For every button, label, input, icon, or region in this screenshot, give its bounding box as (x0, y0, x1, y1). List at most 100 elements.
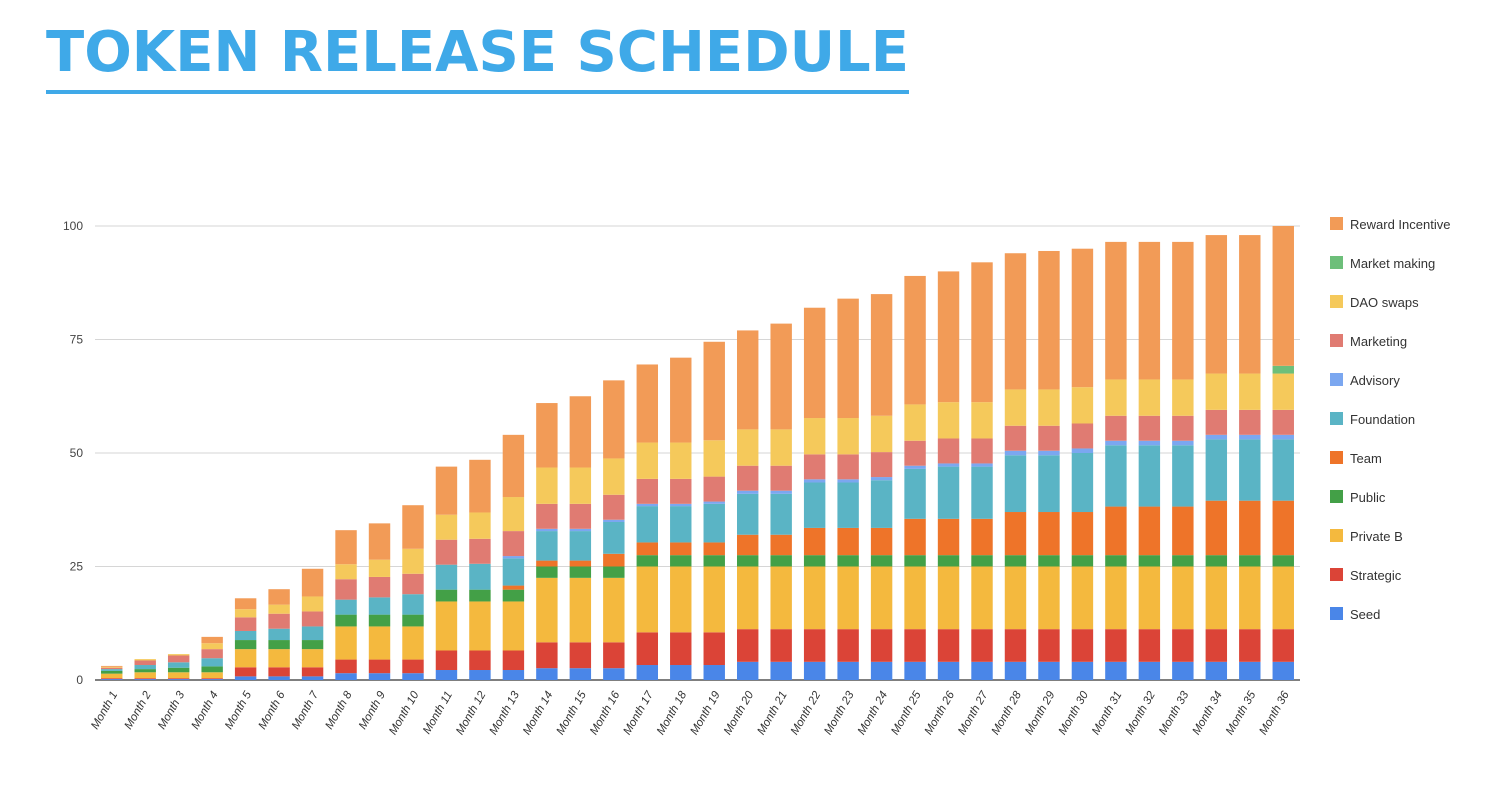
bar-segment-reward-incentive (502, 434, 525, 498)
bar-segment-strategic (402, 659, 424, 674)
x-tick-label: Month 29 (1023, 689, 1058, 737)
bar-segment-marketing (703, 476, 725, 502)
bar-segment-reward-incentive (301, 568, 324, 597)
bar-segment-team (736, 534, 759, 556)
bar-segment-marketing (167, 655, 190, 663)
bar-segment-team (603, 553, 625, 567)
bar-segment-marketing (201, 649, 223, 659)
legend-label: Strategic (1350, 568, 1402, 583)
bar-segment-marketing (770, 465, 792, 491)
bar-segment-private-b (736, 566, 759, 630)
bar-segment-reward-incentive (736, 330, 759, 430)
bar-segment-foundation (736, 493, 759, 535)
bar-segment-seed (234, 676, 257, 680)
bar-segment-public (1071, 555, 1094, 567)
bar-segment-foundation (603, 522, 625, 554)
x-tick-label: Month 22 (789, 689, 824, 737)
bar-segment-team (770, 534, 792, 556)
bar-segment-strategic (670, 632, 692, 666)
bar-segment-strategic (268, 667, 290, 677)
bar-segment-public (837, 555, 859, 567)
bar-segment-public (201, 666, 223, 673)
bar-segment-team (837, 527, 859, 556)
bar-segment-foundation (268, 628, 290, 641)
bar-segment-private-b (167, 672, 190, 679)
bar-segment-seed (268, 676, 290, 680)
bar-segment-marketing (502, 531, 525, 557)
bar-segment-dao-swaps (234, 609, 257, 618)
bar-segment-marketing (569, 503, 592, 529)
bar-segment-team (502, 585, 525, 590)
bar-segment-team (1138, 506, 1161, 556)
bar-segment-seed (1172, 661, 1194, 680)
bar-segment-marketing (368, 576, 391, 598)
x-tick-label: Month 3 (156, 689, 187, 732)
legend-label: DAO swaps (1350, 295, 1419, 310)
bar-segment-private-b (636, 566, 659, 633)
x-tick-label: Month 19 (688, 689, 723, 737)
bar-segment-foundation (904, 468, 926, 519)
bar-segment-dao-swaps (1272, 373, 1294, 410)
bar-segment-public (870, 555, 893, 567)
bar-segment-foundation (770, 493, 792, 535)
bar-segment-marketing (670, 478, 692, 504)
bar-segment-strategic (1105, 629, 1127, 662)
bar-segment-private-b (1105, 566, 1127, 630)
bar-segment-seed (1205, 661, 1228, 680)
bar-segment-dao-swaps (469, 512, 491, 539)
bar-segment-dao-swaps (569, 467, 592, 504)
bar-segment-seed (502, 670, 525, 680)
bar-segment-reward-incentive (870, 294, 893, 416)
bar-segment-private-b (335, 626, 357, 660)
bar-segment-seed (569, 668, 592, 680)
x-tick-label: Month 17 (622, 689, 657, 737)
x-tick-label: Month 23 (822, 689, 857, 737)
bar-segment-public (268, 640, 290, 650)
bar-segment-public (1205, 555, 1228, 567)
bar-segment-public (670, 555, 692, 567)
bar-segment-public (971, 555, 993, 567)
bar-segment-reward-incentive (201, 636, 223, 644)
bar-segment-public (1038, 555, 1060, 567)
x-tick-label: Month 31 (1090, 690, 1124, 738)
bar-segment-private-b (603, 577, 625, 643)
bar-segment-strategic (1038, 629, 1060, 662)
x-axis: Month 1 Month 2 Month 3 Month 4 Month 5 Month… (89, 689, 1292, 737)
x-tick-label: Month 21 (755, 690, 789, 738)
bar-segment-private-b (937, 566, 960, 630)
bar-segment-team (536, 560, 558, 567)
bar-segment-team (870, 527, 893, 556)
bar-segment-public (736, 555, 759, 567)
x-tick-label: Month 24 (856, 690, 890, 738)
bar-segment-strategic (803, 629, 826, 662)
x-tick-label: Month 27 (956, 689, 991, 737)
bar-segment-public (502, 589, 525, 602)
bar-segment-reward-incentive (1105, 241, 1127, 380)
bar-segment-foundation (1071, 453, 1094, 513)
bar-segment-dao-swaps (1004, 389, 1027, 426)
bar-segment-reward-incentive (469, 459, 491, 513)
bar-segment-private-b (435, 601, 458, 651)
bar-segment-foundation (803, 482, 826, 528)
bar-segment-foundation (234, 630, 257, 641)
bar-segment-seed (1272, 661, 1294, 680)
bar-segment-foundation (301, 626, 324, 641)
bar-segment-advisory (636, 503, 659, 507)
bar-segment-team (1205, 500, 1228, 556)
legend-label: Marketing (1350, 334, 1407, 349)
bar-segment-dao-swaps (101, 666, 123, 668)
bar-segment-advisory (670, 503, 692, 507)
bar-segment-private-b (904, 566, 926, 630)
bar-segment-private-b (569, 577, 592, 643)
bar-segment-foundation (703, 503, 725, 543)
bar-segment-marketing (870, 452, 893, 478)
bar-segment-marketing (469, 538, 491, 564)
legend-label: Market making (1350, 256, 1435, 271)
bar-segment-strategic (1004, 629, 1027, 662)
bar-segment-seed (736, 661, 759, 680)
bar-segment-private-b (536, 577, 558, 643)
legend-swatch (1330, 295, 1343, 308)
bar-segment-seed (636, 665, 659, 680)
x-tick-label: Month 4 (190, 690, 221, 732)
bar-segment-marketing (904, 440, 926, 466)
